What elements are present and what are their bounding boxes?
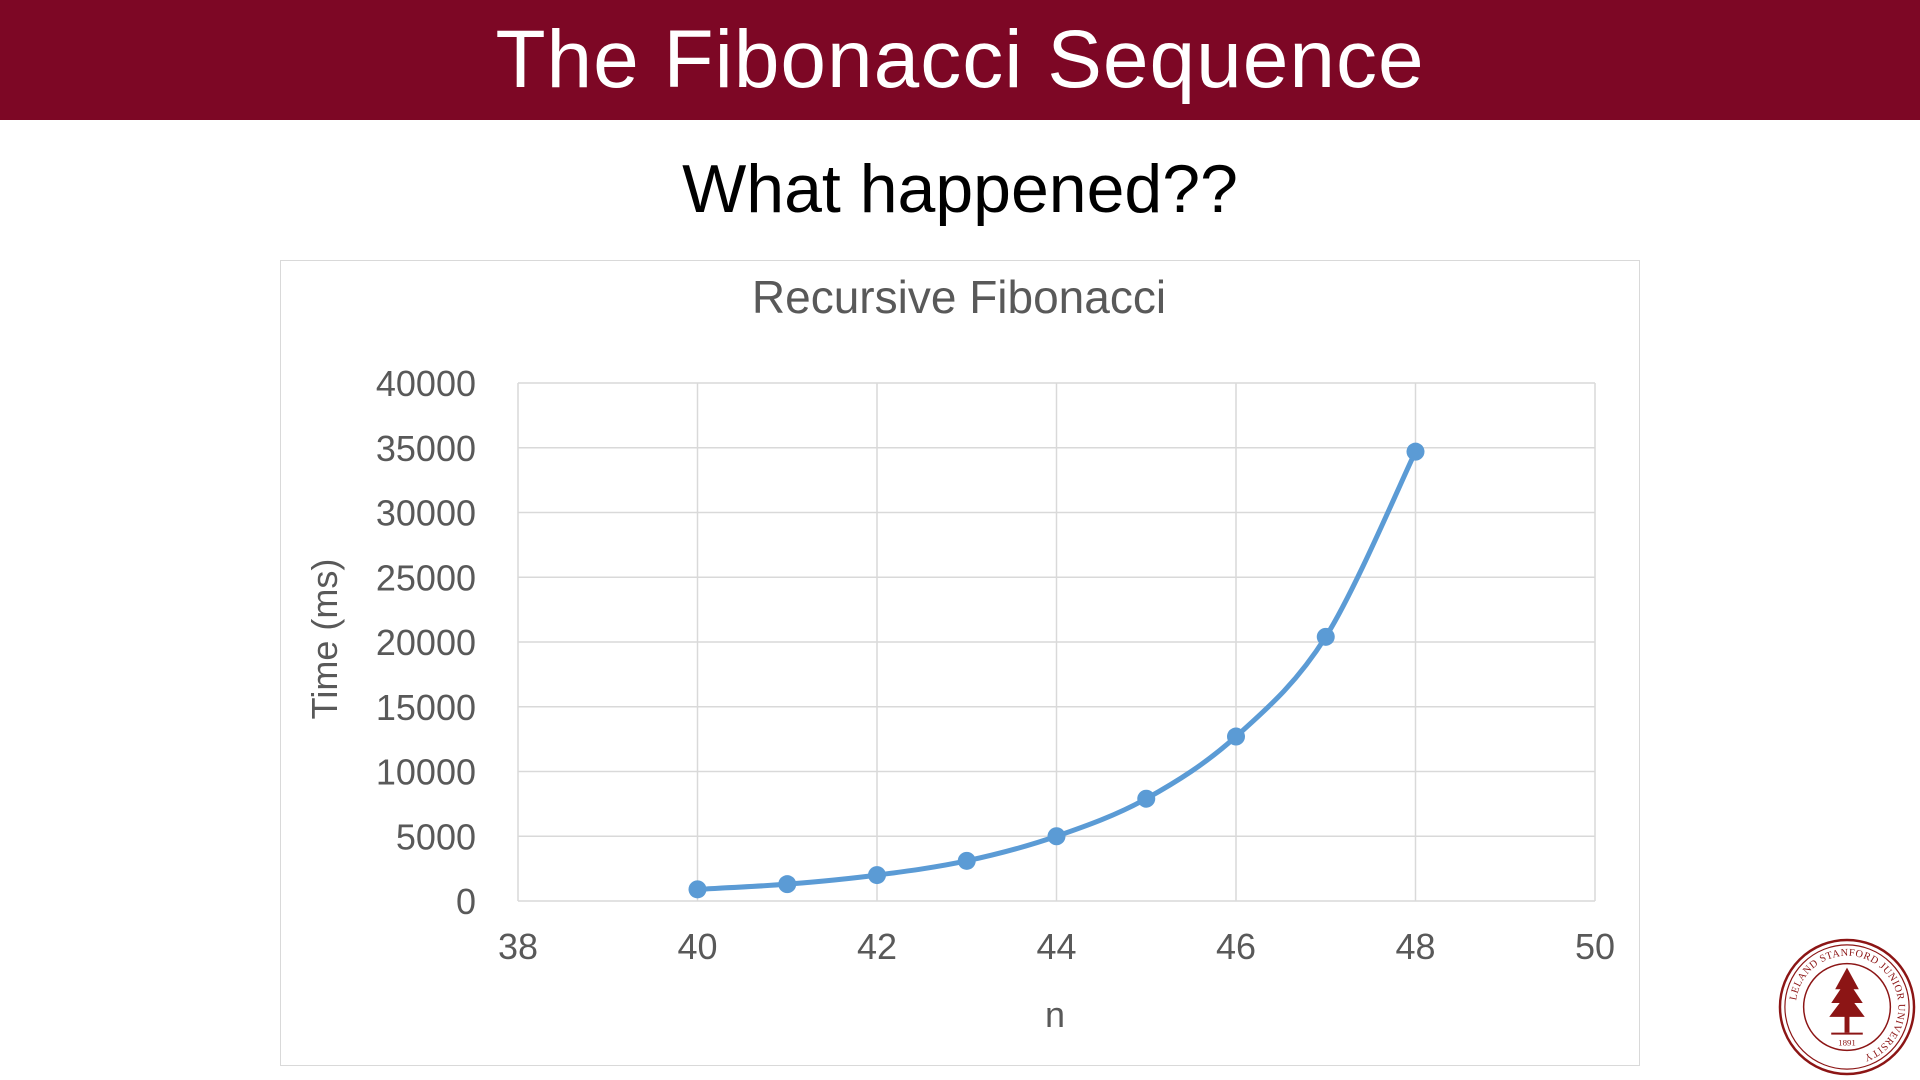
- y-tick-label: 25000: [376, 557, 476, 598]
- slide-subtitle: What happened??: [682, 151, 1238, 227]
- recursive-fibonacci-chart: 0 5000 10000 15000 20000 25000 30000 35000 40000…: [304, 271, 1615, 1035]
- data-point: [868, 866, 886, 885]
- title-bar: The Fibonacci Sequence: [0, 0, 1920, 120]
- tick-layer: 0 5000 10000 15000 20000 25000 30000 35000 40000…: [376, 363, 1615, 967]
- chart-frame: 0 5000 10000 15000 20000 25000 30000 35000 40000…: [280, 260, 1640, 1066]
- x-tick-label: 38: [498, 926, 538, 967]
- chart-title: Recursive Fibonacci: [752, 271, 1166, 323]
- x-axis-label: n: [1045, 994, 1065, 1035]
- y-tick-label: 0: [456, 881, 476, 922]
- data-point: [1137, 789, 1156, 808]
- slide-title: The Fibonacci Sequence: [495, 14, 1425, 105]
- seal-year: 1891: [1838, 1037, 1856, 1047]
- y-tick-label: 20000: [376, 622, 476, 663]
- x-tick-label: 44: [1036, 926, 1076, 967]
- y-tick-label: 40000: [376, 363, 476, 404]
- y-tick-label: 30000: [376, 493, 476, 534]
- x-tick-label: 42: [857, 926, 897, 967]
- data-point: [957, 851, 976, 870]
- x-tick-label: 40: [677, 926, 717, 967]
- y-tick-label: 10000: [376, 752, 476, 793]
- data-point: [1406, 442, 1425, 461]
- y-tick-label: 35000: [376, 428, 476, 469]
- x-tick-label: 50: [1575, 926, 1615, 967]
- point-layer: [688, 442, 1425, 899]
- data-point: [1316, 627, 1335, 646]
- stanford-seal-icon: LELAND STANFORD JUNIOR UNIVERSITY 1891: [1778, 938, 1916, 1076]
- data-point: [778, 875, 797, 894]
- y-tick-label: 15000: [376, 687, 476, 728]
- y-axis-label: Time (ms): [304, 559, 345, 720]
- data-point: [1227, 727, 1245, 746]
- x-tick-label: 46: [1216, 926, 1256, 967]
- grid-layer: [517, 382, 1596, 902]
- y-tick-label: 5000: [396, 816, 476, 857]
- x-tick-label: 48: [1395, 926, 1435, 967]
- data-point: [1047, 827, 1066, 846]
- data-point: [688, 880, 707, 899]
